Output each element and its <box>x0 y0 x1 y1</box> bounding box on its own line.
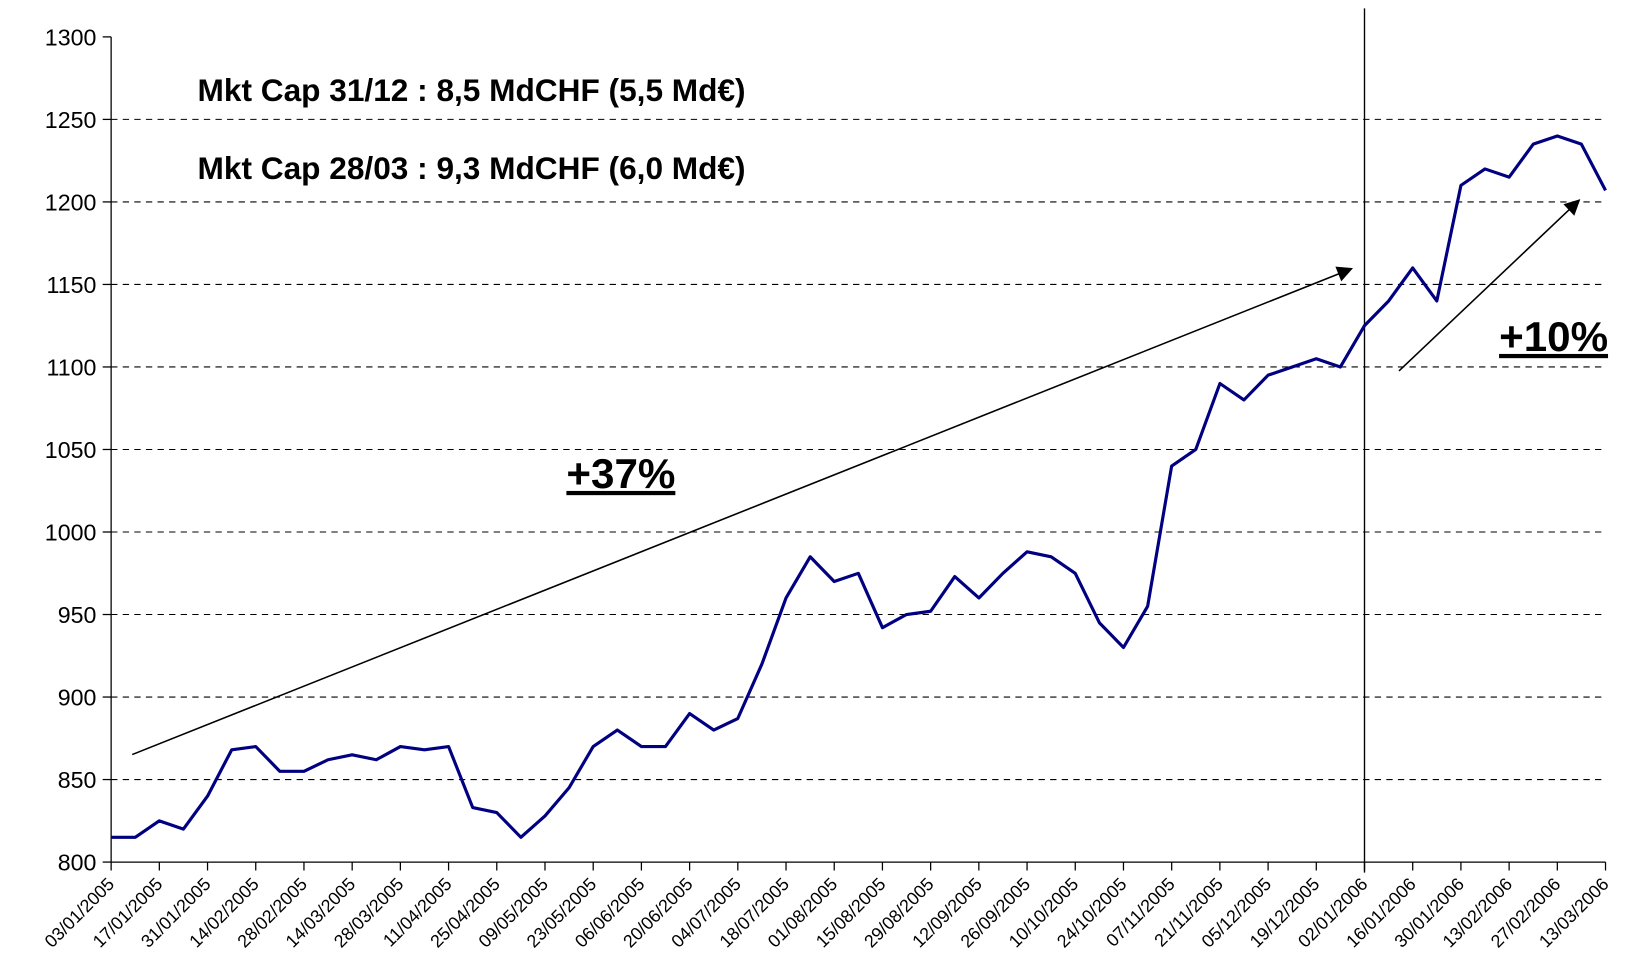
y-tick-label: 1200 <box>45 189 97 215</box>
arrow <box>1398 199 1581 372</box>
y-tick-label: 1050 <box>45 437 97 463</box>
y-tick-label: 800 <box>58 850 97 876</box>
annotation: Mkt Cap 31/12 : 8,5 MdCHF (5,5 Md€) <box>198 72 746 108</box>
y-tick-label: 1000 <box>45 519 97 545</box>
arrow <box>131 266 1354 756</box>
y-tick-label: 900 <box>58 684 97 710</box>
annotation: +37% <box>566 450 675 497</box>
y-tick-label: 1100 <box>47 354 97 380</box>
y-tick-label: 1150 <box>47 272 97 298</box>
annotation: Mkt Cap 28/03 : 9,3 MdCHF (6,0 Md€) <box>198 150 746 186</box>
y-tick-label: 850 <box>58 767 97 793</box>
price-line <box>111 134 1607 839</box>
y-tick-label: 950 <box>58 602 97 628</box>
annotation: +10% <box>1499 313 1608 360</box>
y-tick-label: 1250 <box>45 107 97 133</box>
y-tick-label: 1300 <box>45 24 97 50</box>
